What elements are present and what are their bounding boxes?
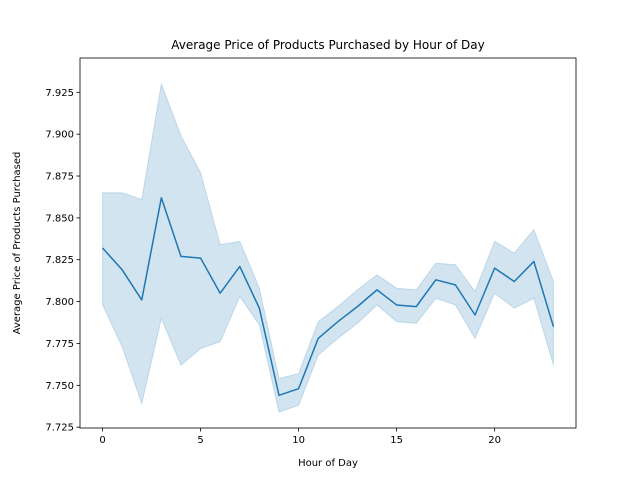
x-axis: 0 5 10 15 20 <box>99 428 501 446</box>
data-point <box>435 279 437 281</box>
y-tick-label: 7.825 <box>45 255 74 266</box>
data-point <box>141 299 143 301</box>
y-tick-label: 7.750 <box>45 381 74 392</box>
data-point <box>278 394 280 396</box>
x-tick-label: 0 <box>99 435 105 446</box>
x-tick-label: 10 <box>292 435 305 446</box>
data-point <box>298 388 300 390</box>
x-tick-label: 5 <box>197 435 203 446</box>
x-tick-label: 20 <box>488 435 501 446</box>
data-point <box>219 292 221 294</box>
plot-area <box>101 82 555 413</box>
data-point <box>239 265 241 267</box>
data-point <box>337 321 339 323</box>
confidence-band <box>102 82 554 413</box>
x-axis-title: Hour of Day <box>298 458 358 469</box>
y-tick-label: 7.775 <box>45 339 74 350</box>
series-line <box>101 197 555 397</box>
y-tick-label: 7.875 <box>45 172 74 183</box>
data-point <box>317 337 319 339</box>
y-tick-label: 7.800 <box>45 297 74 308</box>
axes-frame <box>79 57 577 429</box>
y-axis: 7.725 7.750 7.775 7.800 7.825 7.850 7.875 7.900… <box>45 88 80 434</box>
data-point <box>474 314 476 316</box>
y-tick-label: 7.725 <box>45 423 74 434</box>
data-point <box>513 281 515 283</box>
data-point <box>376 289 378 291</box>
data-point <box>454 284 456 286</box>
data-point <box>396 304 398 306</box>
data-point <box>102 247 104 249</box>
y-tick-label: 7.900 <box>45 130 74 141</box>
data-point <box>356 306 358 308</box>
data-point <box>552 326 554 328</box>
data-point <box>415 306 417 308</box>
data-point <box>533 260 535 262</box>
x-tick-label: 15 <box>390 435 403 446</box>
y-tick-label: 7.925 <box>45 88 74 99</box>
data-point <box>180 255 182 257</box>
data-point <box>258 307 260 309</box>
data-point <box>121 269 123 271</box>
chart-title: Average Price of Products Purchased by H… <box>171 38 484 52</box>
data-point <box>200 257 202 259</box>
data-point <box>160 197 162 199</box>
data-point <box>494 267 496 269</box>
y-axis-title: Average Price of Products Purchased <box>12 152 23 335</box>
y-tick-label: 7.850 <box>45 213 74 224</box>
